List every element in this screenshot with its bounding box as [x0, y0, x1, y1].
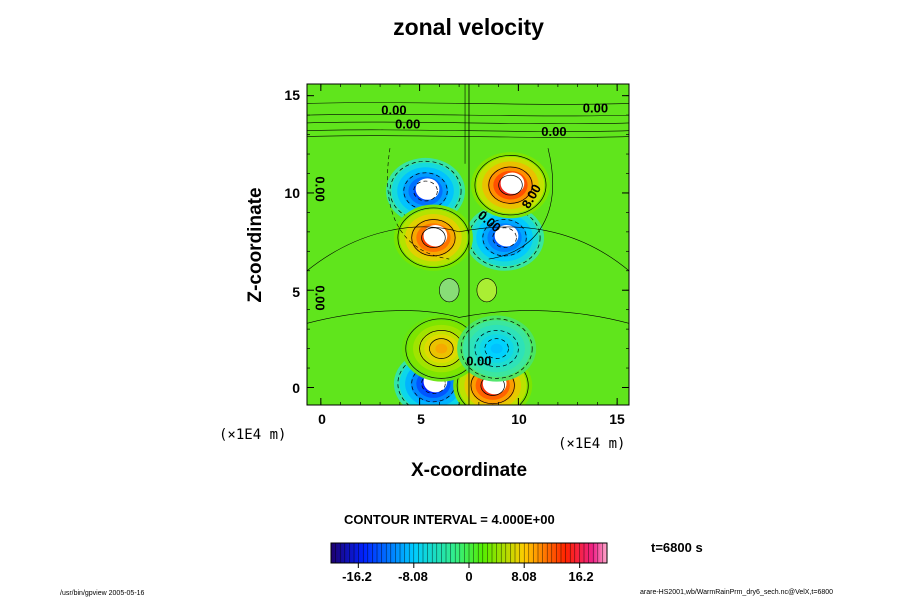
contour-ring: [498, 174, 523, 196]
colorbar-tick-label: 8.08: [511, 569, 537, 584]
x-tick-label: 5: [417, 411, 425, 427]
negative-anomaly: [386, 157, 466, 225]
footer-command: /usr/bin/gpview 2005-05-16: [60, 590, 145, 597]
y-axis-unit: (×1E4 m): [219, 427, 287, 443]
contour-ring: [488, 166, 533, 204]
y-tick-label: 0: [292, 380, 300, 396]
colorbar-tick-label: -8.08: [398, 569, 428, 584]
contour-ring: [474, 155, 547, 216]
anomaly-level: [490, 343, 503, 354]
x-axis-label: X-coordinate: [410, 460, 528, 481]
y-tick-label: 10: [284, 185, 300, 201]
time-label: t=6800 s: [651, 540, 703, 555]
plot-frame: [306, 83, 630, 406]
x-axis-unit: (×1E4 m): [558, 436, 626, 452]
zero-contour: [307, 135, 629, 138]
contour-ring: [482, 219, 527, 257]
negative-anomaly: [457, 315, 537, 382]
contour-label: 0.00: [312, 176, 327, 201]
positive-anomaly: [401, 315, 481, 382]
positive-anomaly: [470, 152, 550, 219]
x-tick-label: 15: [609, 411, 625, 427]
colorbar-tick-label: -16.2: [342, 569, 372, 584]
contour-ring: [421, 227, 446, 248]
contour-ring: [411, 219, 456, 257]
contour-ring: [468, 207, 541, 268]
contour-label: 0.00: [466, 354, 491, 369]
contour-ring: [413, 180, 438, 202]
x-tick-label: 0: [318, 411, 326, 427]
small-cell: [439, 278, 460, 303]
contour-label: 0.00: [541, 124, 566, 139]
x-tick-label: 10: [511, 411, 527, 427]
contour-interval-text: CONTOUR INTERVAL = 4.000E+00: [344, 512, 555, 527]
contour-ring: [474, 330, 519, 368]
contour-lines: [307, 84, 629, 405]
saturated-core: [415, 178, 440, 200]
positive-anomaly: [393, 204, 473, 271]
contour-label: 0.00: [583, 101, 608, 116]
contour-label: 0.00: [381, 103, 406, 118]
contour-ring: [484, 338, 509, 359]
chart-title: zonal velocity: [393, 14, 544, 40]
zero-contour: [307, 121, 629, 125]
colorbar-tick-label: 0: [465, 569, 473, 584]
y-tick-label: 5: [292, 284, 300, 300]
contour-ring: [492, 227, 517, 248]
contour-ring: [460, 318, 533, 379]
footer-source: arare-HS2001,wb/WarmRainPrm_dry6_sech.nc…: [640, 589, 834, 596]
anomaly-level: [435, 343, 448, 354]
zero-contour: [307, 102, 629, 105]
zero-contour: [307, 113, 629, 117]
contour-label: 0.00: [312, 285, 327, 310]
zero-contour: [307, 310, 629, 324]
y-tick-label: 15: [284, 87, 300, 103]
zero-contour: [307, 129, 629, 132]
small-cell: [476, 278, 497, 303]
colorbar: [330, 542, 608, 568]
colorbar-tick-label: 16.2: [568, 569, 594, 584]
axis-ticks: [307, 84, 629, 405]
zero-contour: [307, 226, 629, 271]
negative-anomaly: [465, 204, 545, 271]
zero-contour: [488, 148, 553, 260]
contour-ring: [429, 338, 454, 359]
contour-label: 0.00: [395, 116, 420, 131]
y-axis-label: Z-coordinate: [245, 187, 266, 303]
zero-contour: [387, 148, 450, 260]
